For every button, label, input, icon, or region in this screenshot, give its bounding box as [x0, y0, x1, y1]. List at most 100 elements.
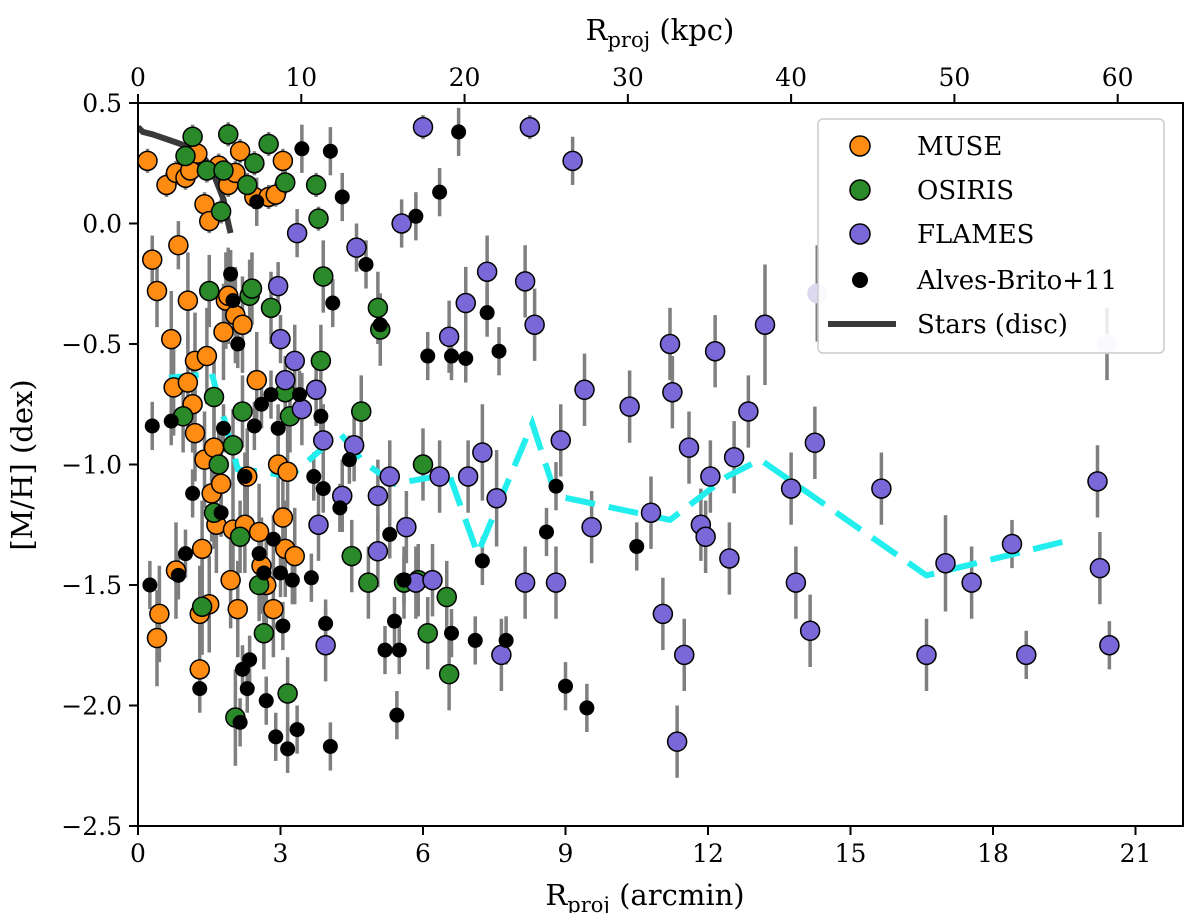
- alves-brito-11-point: [292, 387, 307, 403]
- flames-point: [514, 271, 536, 292]
- osiris-point: [210, 201, 232, 222]
- alves-brito-11-point: [142, 577, 158, 593]
- flames-point: [396, 516, 417, 538]
- flames-point: [412, 116, 434, 138]
- alves-brito-11-point: [334, 189, 350, 205]
- flames-point: [695, 526, 716, 548]
- flames-point: [652, 603, 674, 625]
- flames-point: [1089, 557, 1111, 579]
- alves-brito-11-point: [315, 481, 331, 497]
- muse-point: [210, 473, 232, 495]
- flames-point: [422, 569, 443, 591]
- osiris-point: [412, 454, 434, 475]
- alves-brito-11-point: [491, 343, 507, 359]
- flames-point: [476, 261, 498, 282]
- flames-point: [1087, 471, 1108, 492]
- alves-brito-11-point: [275, 618, 291, 634]
- flames-point: [754, 314, 776, 335]
- flames-point: [674, 644, 695, 666]
- flames-point: [961, 572, 982, 593]
- alves-brito-11-point: [382, 526, 398, 542]
- flames-point: [545, 572, 567, 593]
- x-tick-label: 15: [835, 839, 867, 868]
- flames-point: [491, 644, 512, 666]
- flames-point: [315, 635, 336, 656]
- muse-point: [220, 569, 241, 591]
- flames-point: [514, 572, 536, 593]
- top-tick-label: 20: [449, 63, 481, 92]
- flames-point: [871, 478, 892, 499]
- alves-brito-11-point: [294, 141, 310, 157]
- alves-brito-11-point: [498, 632, 514, 648]
- flames-point: [700, 466, 721, 487]
- flames-point: [662, 381, 683, 403]
- muse-point: [196, 345, 218, 367]
- flames-point: [429, 466, 450, 487]
- alves-brito-11-point: [458, 350, 474, 366]
- muse-point: [149, 603, 170, 625]
- flames-point: [550, 430, 571, 451]
- legend-frame: [817, 118, 1165, 354]
- flames-point: [524, 314, 545, 335]
- muse-point: [146, 627, 168, 649]
- alves-brito-11-point: [163, 413, 179, 429]
- alves-brito-11-point: [358, 256, 374, 272]
- flames-point: [799, 620, 821, 642]
- alves-brito-11-point: [170, 567, 186, 583]
- top-axis-title: Rproj (kpc): [586, 13, 735, 52]
- muse-point: [146, 280, 168, 302]
- alves-brito-11-point: [192, 681, 208, 697]
- muse-point: [203, 437, 225, 458]
- y-tick-label: −2.0: [61, 692, 122, 721]
- alves-brito-11-point: [474, 553, 490, 569]
- osiris-point: [218, 124, 239, 145]
- alves-brito-11-point: [289, 722, 305, 738]
- flames-point: [916, 644, 937, 666]
- alves-brito-11-point: [303, 570, 319, 586]
- muse-point: [229, 140, 251, 162]
- flames-point: [275, 369, 296, 391]
- top-axis-title-main: R: [586, 13, 609, 47]
- x-tick-label: 0: [130, 839, 146, 868]
- alves-brito-11-point: [256, 565, 272, 581]
- alves-brito-11-point: [178, 546, 193, 562]
- alves-brito-11-point: [239, 681, 255, 697]
- legend: MUSE OSIRIS FLAMES Alves-Brito+11 Stars …: [817, 118, 1165, 354]
- x-axis-title-sub: proj: [567, 893, 610, 913]
- flames-point: [472, 442, 493, 463]
- osiris-point: [191, 596, 213, 617]
- top-axis-title-unit: (kpc): [650, 13, 734, 47]
- osiris-point: [313, 266, 334, 287]
- alves-brito-11-point: [237, 469, 253, 485]
- top-tick-label: 50: [939, 63, 971, 92]
- muse-point: [184, 422, 206, 444]
- legend-label-disc: Stars (disc): [917, 310, 1068, 340]
- x-tick-label: 21: [1120, 839, 1152, 868]
- flames-point: [313, 430, 334, 451]
- osiris-point: [222, 434, 244, 456]
- osiris-point: [244, 153, 265, 174]
- flames-point: [785, 572, 807, 593]
- flames-point: [678, 437, 700, 458]
- alves-brito-11-point: [389, 707, 405, 723]
- alves-brito-11-point: [322, 738, 338, 754]
- alves-brito-11-point: [444, 348, 459, 364]
- top-tick-label: 30: [612, 63, 644, 92]
- alves-brito-11-point: [420, 348, 436, 364]
- alves-brito-11-point: [387, 613, 402, 629]
- y-axis-title: [M/H] (dex): [5, 379, 39, 550]
- alves-brito-11-point: [444, 625, 459, 641]
- flames-point: [457, 466, 479, 487]
- alves-brito-11-point: [185, 485, 201, 501]
- top-tick-label: 0: [130, 63, 146, 92]
- flames-point: [738, 401, 759, 422]
- flames-point: [519, 116, 541, 138]
- muse-point: [137, 150, 158, 172]
- alves-brito-11-point: [341, 452, 357, 468]
- osiris-point: [241, 278, 263, 299]
- muse-point: [189, 659, 210, 680]
- flames-point: [284, 350, 305, 372]
- alves-brito-11-point: [408, 208, 424, 224]
- flames-point: [574, 379, 595, 401]
